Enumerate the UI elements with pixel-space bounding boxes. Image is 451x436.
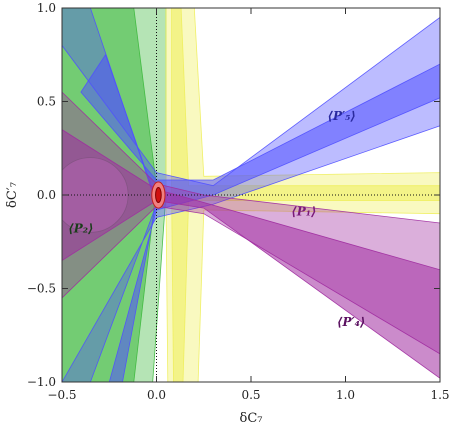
y-tick-label: −1.0	[27, 375, 56, 389]
region-label-p1: ⟨P₁⟩	[291, 205, 316, 219]
x-tick-label: 1.0	[336, 388, 355, 402]
y-tick-label: 1.0	[37, 1, 56, 15]
best-fit-layer	[151, 181, 166, 209]
x-tick-label: −0.5	[47, 388, 76, 402]
y-tick-label: 0.0	[37, 188, 56, 202]
x-tick-label: 0.5	[241, 388, 260, 402]
y-tick-label: 0.5	[37, 95, 56, 109]
y-axis-label: δC′₇	[5, 182, 20, 208]
x-tick-label: 1.5	[430, 388, 449, 402]
ticks-layer: −0.5 0.0 0.5 1.0 1.5−1.0−0.50.00.51.0	[27, 1, 450, 402]
y-tick-label: −0.5	[27, 282, 56, 296]
region-labels: ⟨P₂⟩ ⟨P₁⟩ ⟨P′₅⟩ ⟨P′₄⟩	[68, 109, 365, 329]
x-tick-label: 0.0	[147, 388, 166, 402]
region-label-p5prime: ⟨P′₅⟩	[328, 109, 356, 123]
best-fit-1sigma	[155, 187, 162, 203]
region-label-p4prime: ⟨P′₄⟩	[337, 315, 365, 329]
region-label-p2: ⟨P₂⟩	[68, 221, 93, 235]
x-axis-label: δC₇	[240, 411, 263, 426]
